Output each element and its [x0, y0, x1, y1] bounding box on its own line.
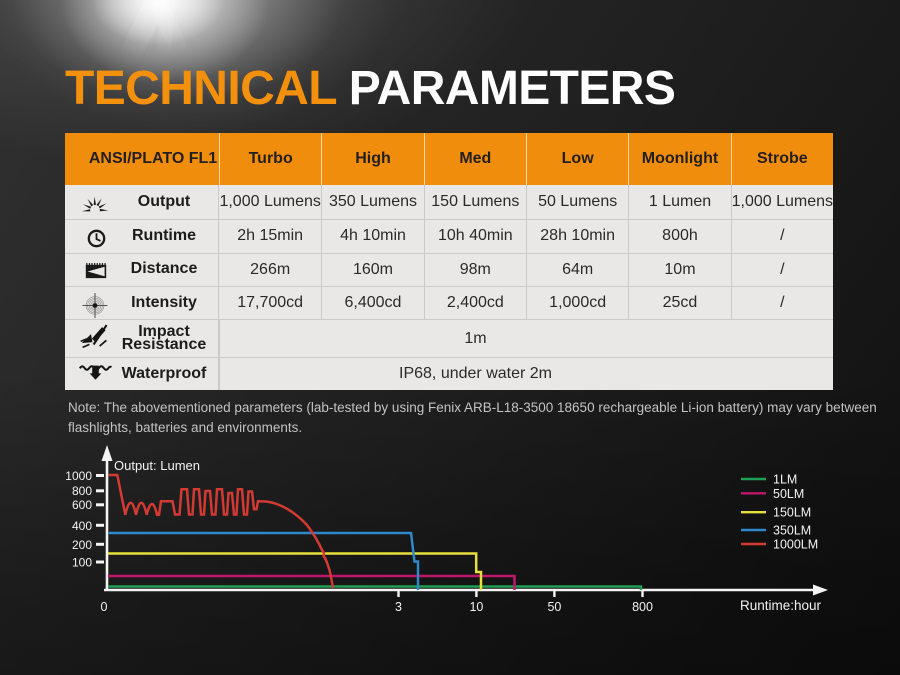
svg-text:Runtime:hour: Runtime:hour: [740, 598, 822, 613]
svg-text:800: 800: [632, 600, 653, 614]
svg-text:1000LM: 1000LM: [773, 538, 818, 552]
svg-text:0: 0: [101, 600, 108, 614]
svg-text:1LM: 1LM: [773, 473, 797, 487]
svg-text:3: 3: [395, 600, 402, 614]
svg-text:600: 600: [72, 498, 92, 512]
svg-text:150LM: 150LM: [773, 506, 811, 520]
svg-text:350LM: 350LM: [773, 524, 811, 538]
svg-text:400: 400: [72, 519, 92, 533]
svg-text:Output: Lumen: Output: Lumen: [114, 458, 200, 473]
svg-text:100: 100: [72, 556, 92, 570]
svg-text:800: 800: [72, 484, 92, 498]
svg-text:10: 10: [469, 600, 483, 614]
svg-text:200: 200: [72, 538, 92, 552]
svg-text:1000: 1000: [65, 469, 92, 483]
svg-text:50LM: 50LM: [773, 487, 804, 501]
svg-text:50: 50: [547, 600, 561, 614]
